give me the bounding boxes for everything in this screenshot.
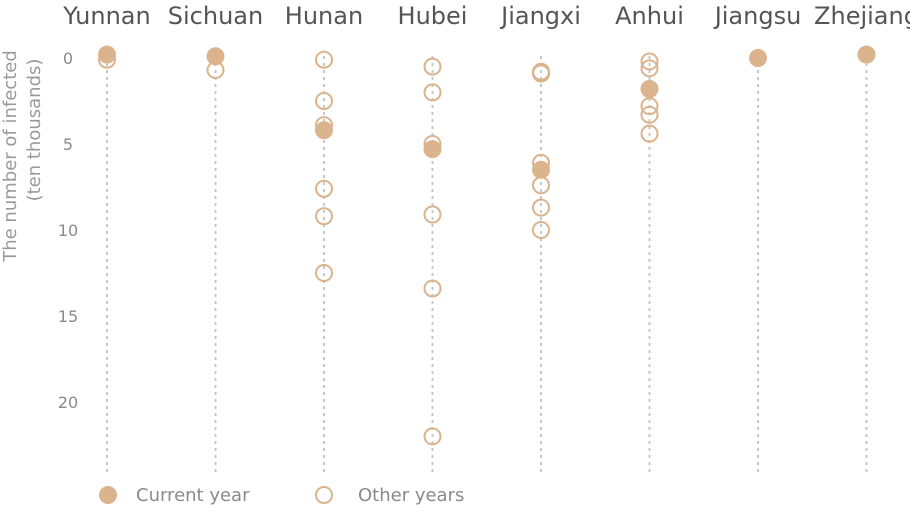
point-other-hunan-4	[315, 207, 333, 226]
point-other-hunan-5	[315, 264, 333, 282]
point-other-hubei-1	[423, 83, 442, 102]
y-tick-20: 20	[58, 393, 78, 412]
legend-other-label: Other years	[358, 485, 464, 506]
legend-current-label: Current year	[136, 485, 250, 506]
point-current-hunan-0	[315, 121, 333, 140]
point-other-anhui-4	[640, 124, 659, 143]
category-labels: Yunnan Sichuan Hunan Hubei Jiangxi Anhui Jiang…	[62, 2, 910, 30]
point-other-hunan-1	[315, 92, 333, 110]
point-other-anhui-0	[640, 52, 659, 71]
point-other-jiangxi-1	[532, 64, 550, 83]
category-label-anhui: Anhui	[615, 2, 684, 30]
point-current-hubei-0	[423, 140, 442, 159]
point-other-jiangxi-5	[532, 221, 550, 239]
y-tick-10: 10	[58, 221, 78, 240]
point-other-hubei-4	[423, 279, 442, 298]
y-tick-5: 5	[63, 135, 73, 154]
point-other-hubei-3	[423, 205, 442, 224]
legend: Current year Other years	[99, 485, 464, 506]
y-axis-title-line1: The number of infected	[0, 50, 21, 263]
category-label-jiangxi: Jiangxi	[499, 2, 581, 30]
point-other-anhui-3	[640, 105, 659, 124]
point-other-anhui-2	[640, 97, 659, 116]
point-other-hunan-3	[315, 179, 333, 198]
point-other-jiangxi-4	[532, 198, 550, 217]
legend-other-marker	[315, 486, 333, 504]
y-axis-title-line2: (ten thousands)	[24, 59, 45, 202]
point-current-sichuan-0	[206, 47, 225, 66]
y-tick-labels: 0 5 10 15 20	[58, 49, 78, 412]
y-tick-0: 0	[63, 49, 73, 68]
category-label-yunnan: Yunnan	[62, 2, 150, 30]
point-other-hubei-5	[423, 427, 442, 446]
legend-current-marker	[99, 486, 117, 504]
category-label-hubei: Hubei	[398, 2, 468, 30]
point-current-zhejiang-0	[857, 45, 876, 64]
data-points	[98, 45, 876, 446]
category-label-jiangsu: Jiangsu	[713, 2, 802, 30]
guide-lines	[106, 56, 868, 472]
point-current-anhui-0	[640, 79, 659, 98]
point-current-yunnan-0	[98, 45, 116, 64]
point-current-jiangsu-0	[749, 49, 767, 67]
point-other-hunan-0	[315, 50, 333, 69]
point-other-anhui-1	[640, 59, 659, 78]
y-tick-15: 15	[58, 307, 78, 326]
category-label-sichuan: Sichuan	[168, 2, 263, 30]
point-other-jiangxi-3	[532, 176, 550, 195]
point-current-jiangxi-0	[532, 160, 550, 179]
category-label-hunan: Hunan	[285, 2, 363, 30]
point-other-hubei-0	[423, 57, 442, 76]
category-label-zhejiang: Zhejiang	[814, 2, 910, 30]
